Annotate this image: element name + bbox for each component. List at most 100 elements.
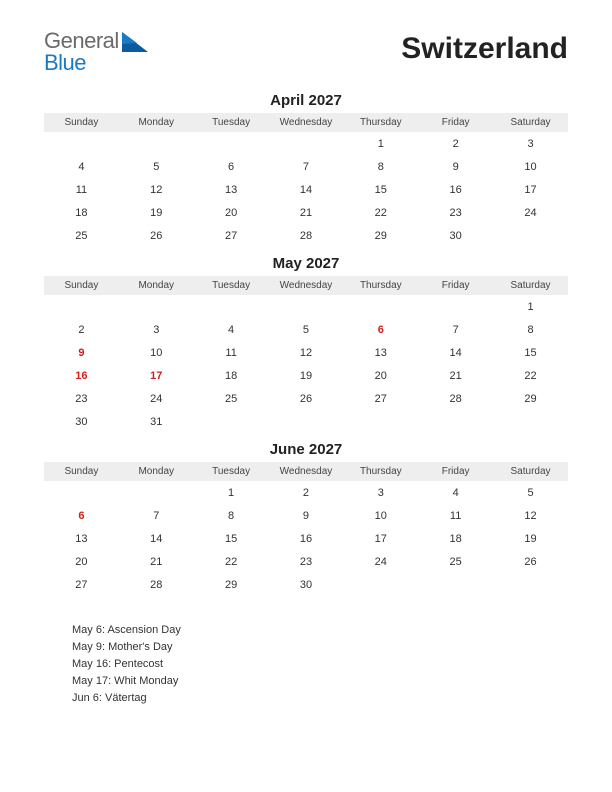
day-header: Thursday [343,113,418,132]
holiday-entry: May 6: Ascension Day [72,622,568,639]
calendar-day-cell: 5 [269,318,344,341]
calendar-day-cell: 28 [269,224,344,247]
calendar-day-cell: 26 [493,550,568,573]
calendar-week-row: 16171819202122 [44,364,568,387]
calendar-table: SundayMondayTuesdayWednesdayThursdayFrid… [44,276,568,433]
calendar-day-cell [343,295,418,318]
calendar-day-cell: 21 [119,550,194,573]
calendar-day-cell: 16 [418,178,493,201]
calendar-week-row: 45678910 [44,155,568,178]
calendar-day-cell [418,573,493,596]
calendar-day-cell [269,295,344,318]
month-title: May 2027 [44,255,568,272]
calendar-day-cell [493,224,568,247]
calendar-day-cell: 11 [44,178,119,201]
calendar-day-cell [119,481,194,504]
calendar-day-cell: 1 [493,295,568,318]
calendar-day-cell: 12 [119,178,194,201]
calendar-day-cell [269,132,344,155]
calendar-day-cell: 24 [493,201,568,224]
calendar-day-cell: 6 [343,318,418,341]
calendar-day-cell: 7 [418,318,493,341]
logo-word-blue: Blue [44,50,86,75]
day-header: Monday [119,276,194,295]
calendar-day-cell: 2 [44,318,119,341]
calendar-month: May 2027 SundayMondayTuesdayWednesdayThur… [44,255,568,433]
day-header: Tuesday [194,276,269,295]
day-header: Saturday [493,462,568,481]
calendar-day-cell: 16 [269,527,344,550]
calendar-week-row: 3031 [44,410,568,433]
calendar-day-cell: 26 [269,387,344,410]
logo-text: General Blue [44,30,119,74]
calendar-day-cell [44,132,119,155]
calendar-day-cell: 13 [343,341,418,364]
calendar-day-cell: 25 [194,387,269,410]
calendar-day-cell: 29 [493,387,568,410]
calendar-day-cell: 31 [119,410,194,433]
calendar-week-row: 27282930 [44,573,568,596]
calendar-day-cell: 20 [343,364,418,387]
calendar-week-row: 20212223242526 [44,550,568,573]
calendar-week-row: 9101112131415 [44,341,568,364]
calendar-day-cell [119,132,194,155]
calendar-day-cell: 24 [119,387,194,410]
day-header: Monday [119,113,194,132]
calendar-day-cell: 3 [119,318,194,341]
calendar-day-cell: 14 [418,341,493,364]
calendar-day-cell: 17 [343,527,418,550]
month-title: April 2027 [44,92,568,109]
calendar-day-cell [194,410,269,433]
calendar-day-cell: 18 [194,364,269,387]
calendar-day-cell: 30 [269,573,344,596]
calendar-day-cell: 23 [418,201,493,224]
day-header: Wednesday [269,113,344,132]
calendar-day-cell: 8 [194,504,269,527]
calendar-day-cell: 13 [44,527,119,550]
calendar-day-cell: 25 [418,550,493,573]
calendar-day-cell: 21 [269,201,344,224]
calendar-day-cell: 11 [418,504,493,527]
calendar-day-cell: 1 [343,132,418,155]
calendar-day-cell [343,410,418,433]
calendar-week-row: 123 [44,132,568,155]
calendar-day-cell: 3 [343,481,418,504]
calendar-day-cell [418,295,493,318]
country-title: Switzerland [401,32,568,66]
calendar-week-row: 12345 [44,481,568,504]
calendar-day-cell [44,295,119,318]
holiday-entry: May 16: Pentecost [72,656,568,673]
day-header: Friday [418,113,493,132]
calendar-day-cell: 9 [269,504,344,527]
calendar-day-cell: 15 [194,527,269,550]
calendar-day-cell: 2 [418,132,493,155]
calendar-day-cell: 27 [44,573,119,596]
calendar-day-cell: 19 [269,364,344,387]
calendar-day-cell: 27 [194,224,269,247]
calendar-day-cell: 23 [44,387,119,410]
day-header: Thursday [343,276,418,295]
calendar-day-cell: 18 [418,527,493,550]
calendar-day-cell: 10 [493,155,568,178]
calendar-day-cell: 7 [269,155,344,178]
calendar-day-cell: 8 [493,318,568,341]
calendar-day-cell: 17 [493,178,568,201]
day-header: Monday [119,462,194,481]
calendar-week-row: 13141516171819 [44,527,568,550]
day-header: Thursday [343,462,418,481]
calendar-month: June 2027SundayMondayTuesdayWednesdayThu… [44,441,568,596]
logo-triangle-icon [122,32,148,57]
calendar-day-cell [269,410,344,433]
calendar-day-cell: 30 [418,224,493,247]
holidays-list: May 6: Ascension DayMay 9: Mother's DayM… [44,622,568,707]
calendar-day-cell: 13 [194,178,269,201]
day-header: Friday [418,462,493,481]
calendar-day-cell: 28 [418,387,493,410]
calendar-day-cell: 10 [343,504,418,527]
calendar-day-cell: 22 [343,201,418,224]
day-header: Saturday [493,113,568,132]
calendar-day-cell: 29 [194,573,269,596]
day-header: Wednesday [269,462,344,481]
calendar-day-cell [493,410,568,433]
calendar-day-cell: 3 [493,132,568,155]
